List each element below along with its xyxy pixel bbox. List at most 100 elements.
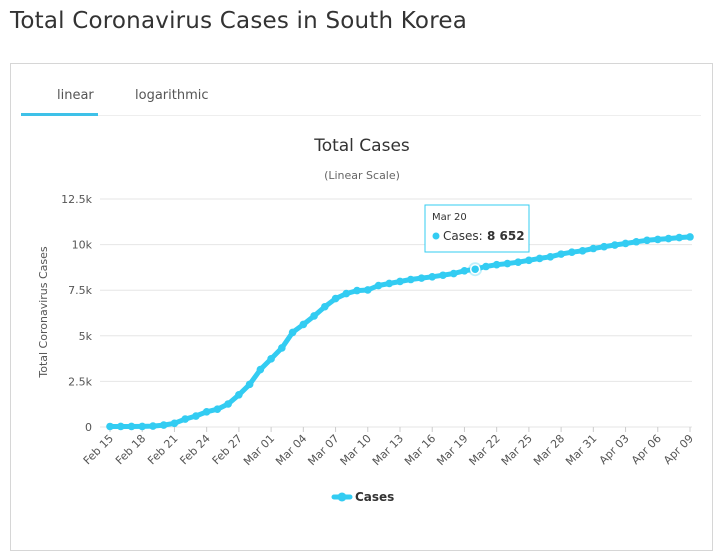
x-tick-label: Mar 28 [531,432,567,468]
data-point[interactable] [127,422,136,431]
x-tick-label: Mar 19 [434,432,470,468]
data-point[interactable] [557,250,565,258]
data-point[interactable] [278,344,286,352]
data-point[interactable] [159,421,168,429]
x-tick-label: Mar 10 [338,432,374,468]
x-tick-label: Mar 31 [563,432,599,468]
data-point[interactable] [503,259,512,268]
data-point[interactable] [256,365,265,374]
y-tick-label: 10k [72,239,93,252]
data-point[interactable] [321,302,329,311]
y-axis-title: Total Coronavirus Cases [37,246,50,379]
y-tick-label: 7.5k [68,284,92,297]
data-point[interactable] [439,271,447,280]
data-point[interactable] [643,236,651,245]
data-point[interactable] [288,328,297,337]
data-point[interactable] [116,422,125,431]
data-point[interactable] [611,241,619,249]
data-point[interactable] [331,294,340,303]
tab-logarithmic[interactable]: logarithmic [135,88,209,103]
data-point[interactable] [202,408,211,416]
x-tick-label: Feb 15 [81,432,116,467]
data-point[interactable] [568,248,576,257]
x-tick-label: Mar 07 [305,432,341,468]
data-point[interactable] [546,252,555,261]
data-point[interactable] [589,244,598,253]
legend-marker[interactable] [337,492,347,502]
data-point[interactable] [632,237,641,246]
data-point[interactable] [267,355,275,363]
page-title: Total Coronavirus Cases in South Korea [10,8,467,34]
data-point[interactable] [621,239,630,248]
x-tick-label: Feb 24 [177,432,212,467]
data-point[interactable] [138,422,147,431]
data-point[interactable] [245,380,254,389]
data-point[interactable] [535,254,544,263]
data-point[interactable] [396,277,404,286]
data-point[interactable] [664,234,673,243]
chart-title: Total Cases [313,136,410,156]
legend[interactable]: Cases [331,490,394,504]
x-tick-label: Mar 25 [499,432,535,468]
tooltip-series-dot [432,232,440,240]
data-point[interactable] [428,272,437,281]
series-cases[interactable] [106,233,694,431]
data-point[interactable] [686,233,694,241]
tooltip: Mar 20 Cases: 8 652 [424,204,530,277]
y-tick-label: 0 [85,421,92,434]
y-axis-ticks: 0 2.5k 5k 7.5k 10k 12.5k [61,193,92,434]
x-tick-label: Feb 21 [145,432,180,467]
data-point[interactable] [192,412,200,420]
data-point[interactable] [492,260,501,269]
data-point[interactable] [299,320,308,329]
x-tick-label: Feb 27 [210,432,245,467]
x-tick-label: Mar 16 [402,432,438,468]
data-point[interactable] [482,262,490,271]
scale-tabs: linear logarithmic [21,78,701,116]
data-point[interactable] [310,312,318,320]
y-tick-label: 5k [79,330,93,343]
tab-linear[interactable]: linear [57,88,94,103]
data-point[interactable] [525,256,533,265]
tooltip-box [424,204,530,253]
x-tick-label: Apr 03 [597,432,632,467]
data-point[interactable] [363,286,372,294]
data-point[interactable] [417,274,426,282]
y-tick-label: 2.5k [68,375,92,388]
data-point[interactable] [385,279,394,288]
data-point[interactable] [213,405,222,413]
hover-point [469,263,481,275]
data-point[interactable] [514,258,522,266]
legend-label-cases[interactable]: Cases [355,490,394,504]
data-point[interactable] [170,419,179,428]
x-tick-label: Mar 01 [241,432,277,468]
x-tick-label: Feb 18 [113,432,148,467]
series-line-cases[interactable] [107,234,693,429]
data-point[interactable] [600,242,608,251]
chart-card: linear logarithmic Total Cases (Linear S… [10,63,713,551]
data-point[interactable] [675,233,684,242]
data-point[interactable] [406,275,415,284]
active-tab-indicator [21,113,98,116]
x-tick-label: Apr 06 [629,432,664,467]
x-tick-label: Mar 22 [467,432,503,468]
data-point[interactable] [578,246,587,255]
x-tick-label: Mar 13 [370,432,406,468]
data-point[interactable] [449,269,458,278]
data-point[interactable] [106,422,114,431]
data-point[interactable] [653,235,662,244]
x-tick-label: Apr 09 [661,432,696,467]
tooltip-date: Mar 20 [432,212,467,223]
data-point[interactable] [235,390,243,399]
data-point[interactable] [374,281,383,290]
tooltip-label: Cases: [443,229,483,243]
data-point[interactable] [149,422,157,430]
data-point[interactable] [460,266,469,275]
data-point[interactable] [181,415,189,423]
tooltip-value: 8 652 [487,229,525,243]
data-point[interactable] [353,286,361,295]
x-tick-label: Mar 04 [273,432,309,468]
data-point[interactable] [224,400,232,408]
data-point[interactable] [342,289,351,298]
